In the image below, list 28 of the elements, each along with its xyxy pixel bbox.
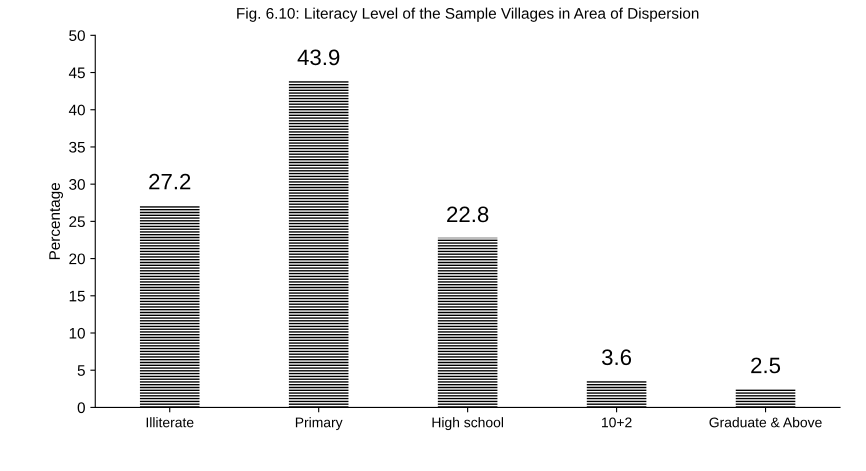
y-tick-label: 45 — [68, 68, 85, 78]
y-tick-label: 50 — [69, 30, 85, 42]
y-tick-label: 15 — [70, 290, 85, 302]
y-tick-label: 20 — [69, 253, 85, 264]
bar — [736, 388, 796, 408]
data-label: 3.6 — [602, 349, 632, 366]
x-tick-label: Graduate & Above — [709, 417, 822, 428]
x-tick-label: High school — [432, 417, 503, 430]
x-tick-label: 10+2 — [602, 418, 632, 428]
chart-title: Fig. 6.10: Literacy Level of the Sample Villages in Area of Dispersion — [237, 8, 698, 22]
x-tick-label: Illiterate — [146, 417, 194, 428]
y-tick-label: 0 — [78, 402, 85, 414]
data-label: 22.8 — [447, 206, 488, 222]
bar — [288, 80, 348, 408]
y-tick-label: 5 — [78, 365, 85, 376]
data-label: 27.2 — [149, 174, 190, 190]
bar — [586, 380, 646, 408]
x-tick-label: Primary — [296, 417, 343, 430]
y-tick-label: 40 — [68, 104, 85, 116]
bar — [438, 238, 498, 408]
y-tick-label: 25 — [69, 216, 85, 228]
y-axis-title: Percentage — [49, 182, 63, 260]
bar — [140, 205, 200, 408]
y-tick-label: 35 — [69, 142, 85, 153]
y-tick-label: 30 — [69, 179, 85, 190]
data-label: 43.9 — [298, 49, 340, 66]
data-label: 2.5 — [751, 358, 780, 374]
y-tick-label: 10 — [70, 328, 85, 339]
